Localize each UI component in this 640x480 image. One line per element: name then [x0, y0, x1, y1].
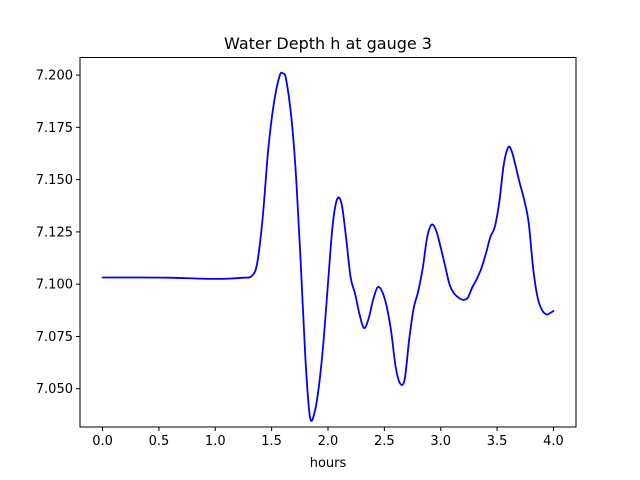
series-line	[101, 71, 555, 422]
y-tick-label: 7.200	[36, 69, 73, 84]
y-axis: 7.050 7.075 7.100 7.125 7.150 7.175 7.200	[36, 69, 80, 397]
x-tick-label: 0.5	[149, 434, 170, 449]
y-tick-label: 7.075	[36, 330, 73, 345]
x-tick-label: 1.5	[261, 434, 282, 449]
y-tick-label: 7.050	[36, 382, 73, 397]
y-tick-label: 7.150	[36, 173, 73, 188]
chart-title: Water Depth h at gauge 3	[224, 34, 432, 53]
x-tick-label: 3.5	[487, 434, 508, 449]
y-tick-label: 7.100	[36, 278, 73, 293]
x-tick-label: 3.0	[430, 434, 451, 449]
x-tick-label: 2.0	[318, 434, 339, 449]
x-axis-label: hours	[310, 456, 347, 471]
x-axis: 0.0 0.5 1.0 1.5 2.0 2.5 3.0 3.5 4.0	[92, 427, 564, 449]
x-tick-label: 1.0	[205, 434, 226, 449]
x-tick-label: 4.0	[543, 434, 564, 449]
x-tick-label: 0.0	[92, 434, 113, 449]
x-tick-label: 2.5	[374, 434, 395, 449]
y-tick-label: 7.125	[36, 225, 73, 240]
y-tick-label: 7.175	[36, 121, 73, 136]
